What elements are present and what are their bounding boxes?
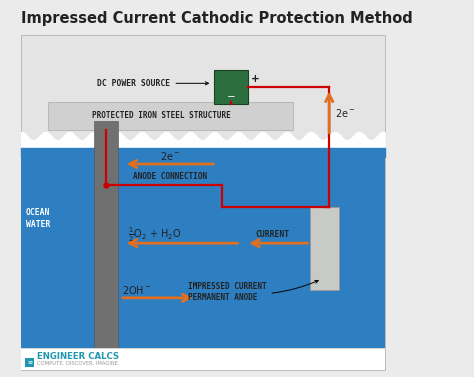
Bar xyxy=(310,207,338,290)
Bar xyxy=(93,121,118,355)
Text: CURRENT: CURRENT xyxy=(255,230,290,239)
Text: DC POWER SOURCE: DC POWER SOURCE xyxy=(97,79,209,88)
Text: ANODE CONNECTION: ANODE CONNECTION xyxy=(133,172,207,181)
Text: 2e$^-$: 2e$^-$ xyxy=(335,107,356,119)
Text: ENGINEER CALCS: ENGINEER CALCS xyxy=(37,352,119,361)
Text: OCEAN
WATER: OCEAN WATER xyxy=(26,208,50,229)
Bar xyxy=(21,35,384,370)
Bar xyxy=(214,70,248,104)
Text: PROTECTED IRON STEEL STRUCTURE: PROTECTED IRON STEEL STRUCTURE xyxy=(91,112,230,120)
Bar xyxy=(21,146,384,355)
Text: COMPUTE. DISCOVER. IMAGINE.: COMPUTE. DISCOVER. IMAGINE. xyxy=(37,361,119,366)
Text: Impressed Current Cathodic Protection Method: Impressed Current Cathodic Protection Me… xyxy=(21,11,413,26)
Text: IMPRESSED CURRENT
PERMANENT ANODE: IMPRESSED CURRENT PERMANENT ANODE xyxy=(188,280,318,302)
Text: +: + xyxy=(251,74,260,84)
Bar xyxy=(21,348,384,370)
Text: −: − xyxy=(227,92,236,102)
Bar xyxy=(48,102,293,130)
Text: $\frac{1}{2}$O$_2$ + H$_2$O: $\frac{1}{2}$O$_2$ + H$_2$O xyxy=(128,226,181,244)
Text: ≡: ≡ xyxy=(27,360,33,365)
FancyBboxPatch shape xyxy=(25,358,35,367)
Text: 2OH$^-$: 2OH$^-$ xyxy=(122,284,152,296)
Text: 2e$^-$: 2e$^-$ xyxy=(160,150,180,162)
